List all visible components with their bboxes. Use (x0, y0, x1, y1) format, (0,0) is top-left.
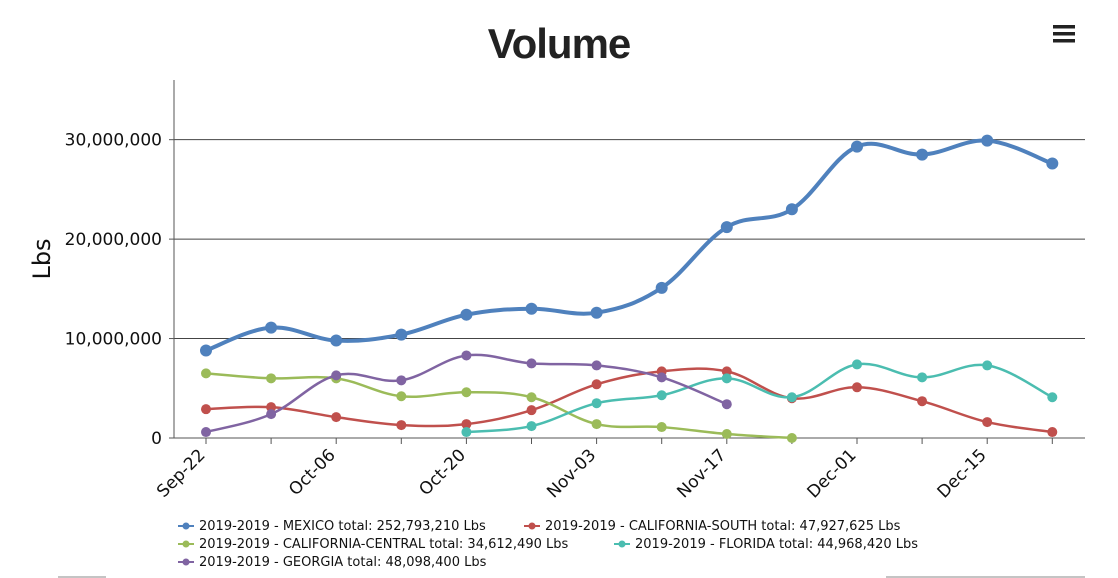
y-tick-label: 30,000,000 (65, 131, 162, 151)
y-axis-label: Lbs (28, 238, 56, 279)
data-point[interactable] (590, 306, 603, 319)
legend-marker (528, 522, 536, 530)
data-point[interactable] (396, 420, 407, 431)
data-point[interactable] (395, 328, 408, 341)
data-point[interactable] (526, 405, 537, 416)
legend-marker (182, 522, 190, 530)
legend: 2019-2019 - MEXICO total: 252,793,210 Lb… (178, 519, 918, 570)
data-point[interactable] (461, 350, 472, 361)
data-point[interactable] (785, 203, 798, 216)
x-tick-label: Oct-06 (285, 445, 340, 500)
y-tick-label: 0 (151, 429, 162, 449)
series-line (204, 138, 1055, 353)
y-axis-ticks: 0 10,000,000 20,000,000 30,000,000 (65, 131, 174, 449)
data-point[interactable] (266, 409, 277, 420)
data-point[interactable] (852, 382, 862, 393)
series-lines (200, 134, 1059, 443)
legend-item[interactable]: 2019-2019 - CALIFORNIA-SOUTH total: 47,9… (524, 519, 901, 534)
data-point[interactable] (851, 140, 863, 153)
data-point[interactable] (786, 392, 797, 403)
data-point[interactable] (396, 375, 407, 386)
chart-title: Volume (488, 20, 631, 67)
data-point[interactable] (200, 344, 212, 357)
data-point[interactable] (330, 334, 343, 347)
data-point[interactable] (396, 391, 407, 402)
data-point[interactable] (265, 321, 278, 334)
legend-marker (618, 540, 626, 548)
data-point[interactable] (591, 379, 602, 390)
x-tick-label: Sep-22 (153, 445, 209, 501)
data-point[interactable] (591, 360, 602, 371)
legend-label: 2019-2019 - CALIFORNIA-CENTRAL total: 34… (199, 537, 568, 552)
grid-lines (174, 139, 1085, 439)
data-point[interactable] (720, 221, 733, 234)
data-point[interactable] (461, 387, 472, 398)
data-point[interactable] (1047, 427, 1058, 438)
data-point[interactable] (526, 358, 537, 369)
x-axis-ticks: Sep-22 Oct-06 Oct-20 Nov-03 Nov-17 Dec-01 Dec-… (153, 438, 1053, 502)
legend-label: 2019-2019 - GEORGIA total: 48,098,400 Lb… (199, 555, 487, 570)
y-tick-label: 20,000,000 (65, 230, 162, 250)
x-tick-label: Nov-03 (543, 445, 600, 502)
y-tick-label: 10,000,000 (65, 330, 162, 350)
legend-item[interactable]: 2019-2019 - FLORIDA total: 44,968,420 Lb… (614, 537, 918, 552)
data-point[interactable] (201, 404, 211, 415)
data-point[interactable] (331, 370, 342, 381)
x-tick-label: Dec-15 (934, 445, 991, 502)
data-point[interactable] (266, 373, 277, 384)
data-point[interactable] (1046, 157, 1059, 170)
data-point[interactable] (460, 308, 473, 321)
data-point[interactable] (461, 419, 472, 430)
data-point[interactable] (721, 399, 732, 410)
data-point[interactable] (656, 372, 667, 383)
x-tick-label: Dec-01 (803, 445, 860, 502)
hamburger-menu-icon[interactable] (1046, 20, 1082, 48)
data-point[interactable] (656, 390, 667, 401)
legend-marker (182, 558, 190, 566)
data-point[interactable] (982, 417, 993, 428)
data-point[interactable] (916, 148, 929, 161)
legend-label: 2019-2019 - CALIFORNIA-SOUTH total: 47,9… (545, 519, 901, 534)
data-point[interactable] (526, 392, 537, 403)
legend-item[interactable]: 2019-2019 - MEXICO total: 252,793,210 Lb… (178, 519, 486, 534)
data-point[interactable] (526, 421, 537, 432)
series-line (204, 372, 794, 440)
legend-label: 2019-2019 - MEXICO total: 252,793,210 Lb… (199, 519, 486, 534)
data-point[interactable] (852, 359, 862, 370)
data-point[interactable] (201, 368, 211, 379)
legend-item[interactable]: 2019-2019 - CALIFORNIA-CENTRAL total: 34… (178, 537, 568, 552)
data-point[interactable] (656, 422, 667, 433)
legend-marker (182, 540, 190, 548)
legend-item[interactable]: 2019-2019 - GEORGIA total: 48,098,400 Lb… (178, 555, 487, 570)
data-point[interactable] (331, 412, 342, 423)
data-point[interactable] (1047, 392, 1058, 403)
data-point[interactable] (721, 366, 732, 377)
x-tick-label: Oct-20 (415, 445, 470, 500)
data-point[interactable] (786, 433, 797, 443)
x-tick-label: Nov-17 (673, 445, 730, 502)
data-point[interactable] (266, 402, 277, 413)
legend-label: 2019-2019 - FLORIDA total: 44,968,420 Lb… (635, 537, 918, 552)
data-point[interactable] (591, 419, 602, 430)
series-line (204, 367, 1054, 434)
data-point[interactable] (591, 398, 602, 409)
data-point[interactable] (461, 427, 472, 438)
series-line (465, 362, 1054, 434)
data-point[interactable] (721, 429, 732, 440)
data-point[interactable] (655, 281, 668, 294)
data-point[interactable] (981, 134, 994, 147)
data-point[interactable] (721, 373, 732, 384)
data-point[interactable] (917, 396, 928, 407)
data-point[interactable] (982, 360, 993, 371)
data-point[interactable] (201, 427, 211, 438)
data-point[interactable] (525, 302, 538, 315)
data-point[interactable] (917, 372, 928, 383)
